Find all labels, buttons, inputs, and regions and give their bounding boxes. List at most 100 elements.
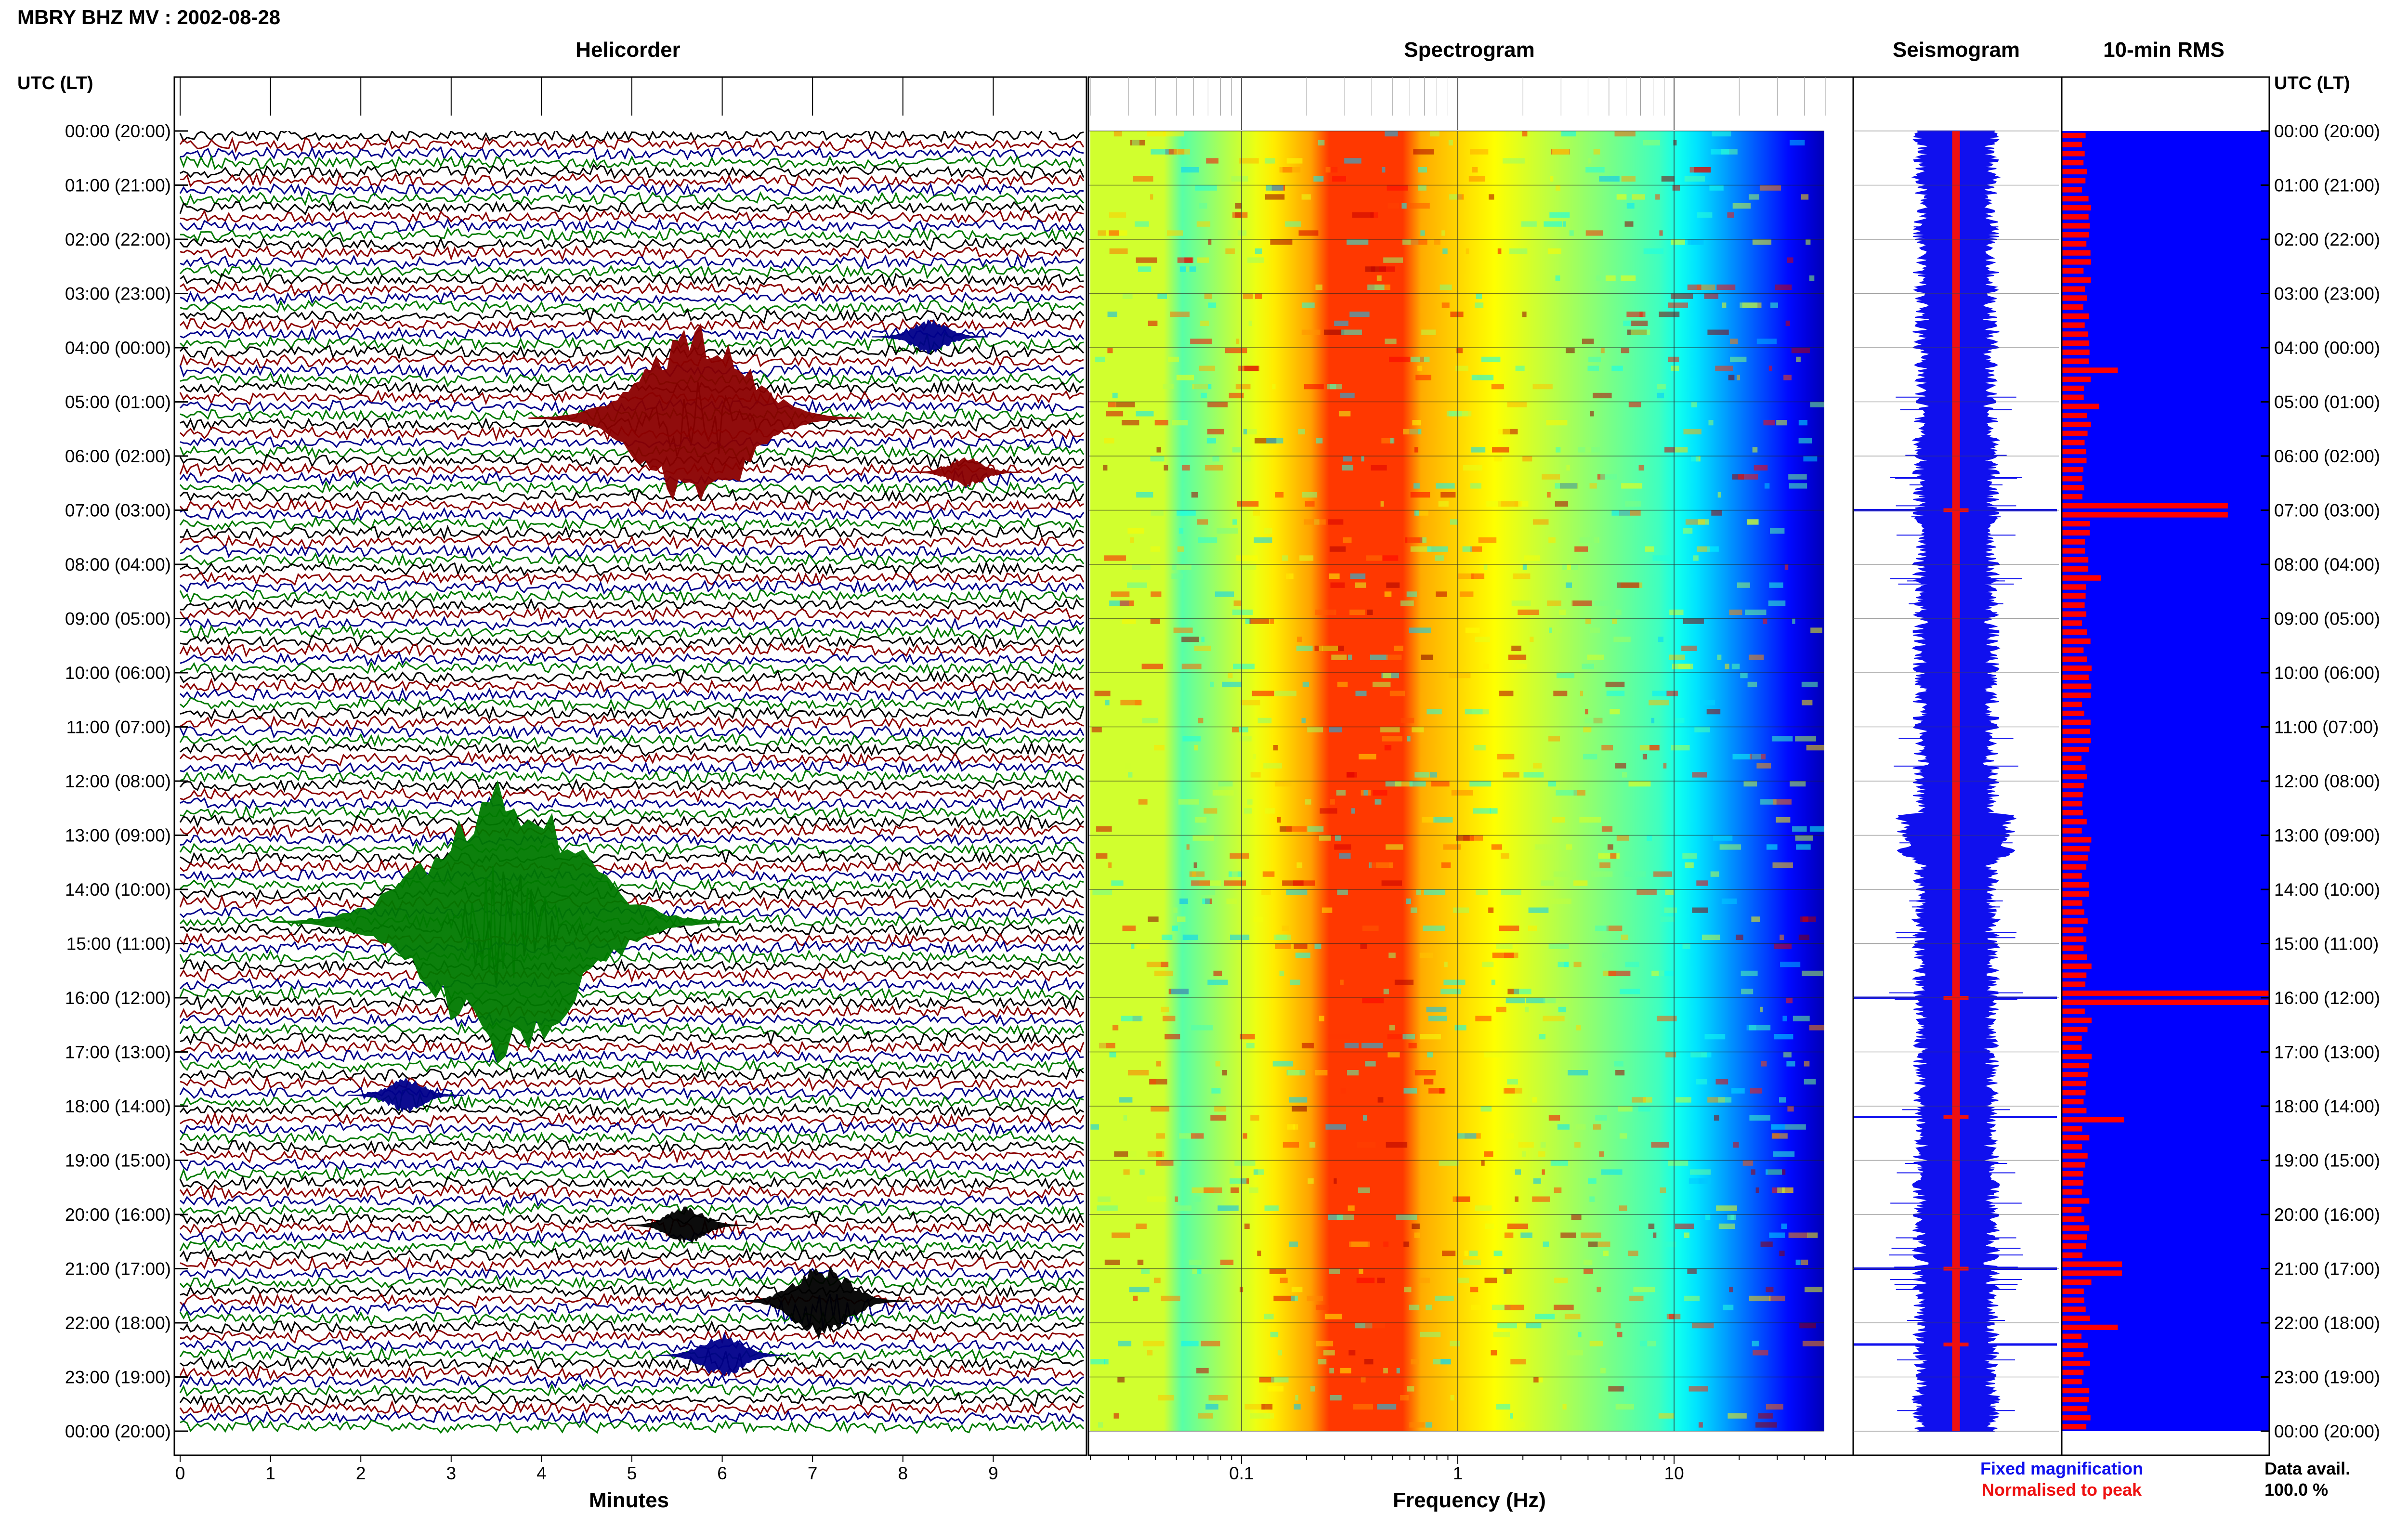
- spectrogram-speckle: [1688, 239, 1704, 245]
- spectrogram-speckle: [1273, 934, 1287, 940]
- rms-bar: [2062, 918, 2088, 924]
- helicorder-trace: [179, 967, 1084, 984]
- spectrogram-speckle: [1587, 365, 1599, 371]
- spectrogram-speckle: [1349, 609, 1365, 615]
- spectrogram-speckle: [1270, 618, 1274, 624]
- spectrogram-blank-right: [1824, 131, 1853, 1431]
- spectrogram-speckle: [1629, 1295, 1644, 1302]
- spectrogram-speckle: [1396, 1368, 1400, 1374]
- spectrogram-speckle: [1307, 727, 1323, 732]
- spectrogram-speckle: [1556, 185, 1560, 191]
- spectrogram-speckle: [1715, 1079, 1728, 1085]
- spectrogram-speckle: [1584, 1268, 1593, 1274]
- time-tick-label-left: 09:00 (05:00): [65, 609, 171, 629]
- spectrogram-speckle: [1386, 1142, 1408, 1148]
- spectrogram-speckle: [1751, 916, 1760, 922]
- spectrogram-speckle: [1601, 745, 1613, 751]
- rms-bar: [2062, 548, 2085, 554]
- helicorder-trace: [179, 1391, 1084, 1408]
- spectrogram-speckle: [1407, 1386, 1414, 1392]
- helicorder-trace: [180, 1039, 1085, 1055]
- spectrogram-speckle: [1387, 1052, 1400, 1057]
- spectrogram-speckle: [1217, 1205, 1239, 1211]
- rms-bar: [2062, 223, 2090, 229]
- spectrogram-speckle: [1557, 673, 1575, 679]
- spectrogram-speckle: [1182, 736, 1201, 742]
- spectrogram-speckle: [1387, 203, 1399, 209]
- helicorder-trace: [180, 163, 1085, 180]
- spectrogram-speckle: [1229, 392, 1244, 399]
- spectrogram-speckle: [1116, 402, 1135, 407]
- spectrogram-speckle: [1781, 1223, 1787, 1229]
- station-title: MBRY BHZ MV : 2002-08-28: [17, 6, 280, 28]
- spectrogram-speckle: [1250, 1413, 1270, 1419]
- spectrogram-speckle: [1410, 492, 1430, 498]
- spectrogram-speckle: [1415, 375, 1431, 380]
- spectrogram-speckle: [1492, 953, 1514, 958]
- spectrogram-speckle: [1193, 862, 1197, 868]
- spectrogram-speckle: [1562, 1404, 1567, 1410]
- rms-bar: [2062, 1035, 2082, 1042]
- spectrogram-speckle: [1470, 483, 1481, 489]
- rms-bar: [2062, 801, 2082, 807]
- spectrogram-speckle: [1776, 817, 1791, 823]
- helicorder-title: Helicorder: [576, 38, 681, 62]
- time-tick-label-left: 12:00 (08:00): [65, 771, 171, 791]
- spectrogram-speckle: [1104, 1359, 1109, 1365]
- spectrogram-speckle: [1491, 979, 1495, 985]
- spectrogram-speckle: [1801, 194, 1809, 200]
- spectrogram-speckle: [1191, 492, 1198, 498]
- spectrogram-speckle: [1740, 302, 1758, 308]
- spectrogram-speckle: [1515, 1422, 1525, 1428]
- spectrogram-speckle: [1343, 456, 1352, 462]
- spectrogram-speckle: [1412, 420, 1421, 426]
- spectrogram-speckle: [1511, 645, 1521, 652]
- helicorder-trace: [179, 977, 1085, 992]
- spectrogram-speckle: [1456, 348, 1463, 353]
- helicorder-bottom-mask: [174, 1440, 1089, 1455]
- helicorder-event: [625, 1206, 747, 1244]
- spectrogram-speckle: [1526, 1323, 1542, 1329]
- rms-bar: [2062, 358, 2089, 364]
- spectrogram-speckle: [1780, 962, 1801, 967]
- spectrogram-speckle: [1573, 880, 1588, 886]
- rms-bar: [2062, 1008, 2085, 1014]
- spectrogram-speckle: [1095, 356, 1105, 363]
- rms-bar: [2062, 702, 2082, 707]
- rms-bar: [2062, 1270, 2122, 1276]
- helicorder-trace: [180, 868, 1085, 884]
- spectrogram-speckle: [1238, 564, 1256, 570]
- spectrogram-speckle: [1809, 826, 1832, 832]
- spectrogram-speckle: [1372, 681, 1391, 688]
- helicorder-trace: [179, 823, 1084, 838]
- spectrogram-speckle: [1307, 1295, 1323, 1302]
- spectrogram-speckle: [1427, 546, 1448, 552]
- legend-normalised-to-peak: Normalised to peak: [1982, 1480, 2142, 1500]
- spectrogram-speckle: [1806, 239, 1811, 245]
- spectrogram-speckle: [1660, 1187, 1666, 1193]
- rms-bar: [2062, 521, 2090, 527]
- spectrogram-speckle: [1308, 1178, 1314, 1184]
- spectrogram-speckle: [1472, 709, 1489, 715]
- spectrogram-speckle: [1109, 212, 1126, 218]
- spectrogram-speckle: [1619, 1205, 1627, 1211]
- spectrogram-speckle: [1560, 1232, 1576, 1238]
- spectrogram-speckle: [1213, 970, 1222, 977]
- spectrogram-speckle: [1471, 447, 1486, 453]
- spectrogram-speckle: [1403, 1088, 1417, 1094]
- rms-bar: [2062, 1333, 2081, 1339]
- spectrogram-speckle: [1236, 339, 1240, 344]
- spectrogram-speckle: [1682, 943, 1690, 949]
- spectrogram-speckle: [1665, 1052, 1676, 1057]
- spectrogram-speckle: [1265, 194, 1285, 200]
- spectrogram-speckle: [1533, 519, 1549, 525]
- spectrogram-speckle: [1564, 1314, 1581, 1319]
- spectrogram-speckle: [1639, 312, 1646, 317]
- spectrogram-speckle: [1132, 564, 1151, 570]
- spectrogram-speckle: [1457, 194, 1464, 200]
- spectrogram-speckle: [1314, 943, 1322, 949]
- spectrogram-speckle: [1783, 375, 1792, 380]
- spectrogram-speckle: [1466, 248, 1469, 254]
- spectrogram-speckle: [1296, 645, 1313, 652]
- spectrogram-speckle: [1112, 392, 1118, 399]
